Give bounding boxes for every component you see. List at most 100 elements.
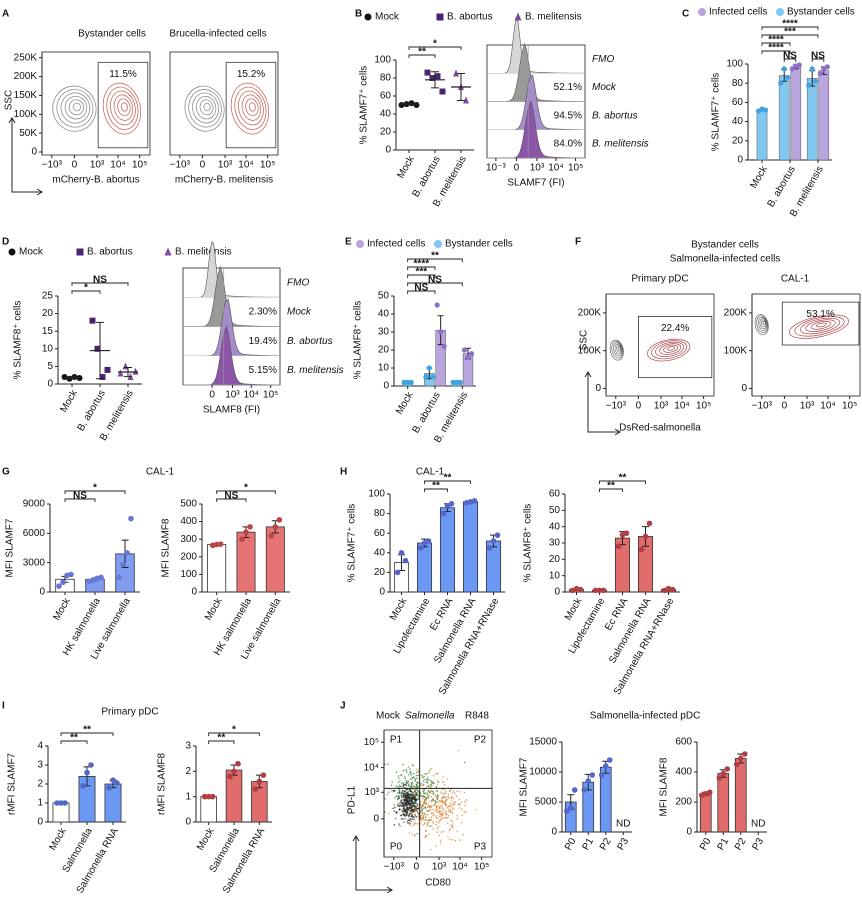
event-dot [429, 808, 432, 811]
y-tick-label: 50 [378, 291, 390, 302]
event-dot [409, 807, 412, 809]
arrow-head [584, 371, 621, 436]
y-axis-label: rMFI SLAMF7 [7, 752, 18, 815]
event-dot [412, 816, 414, 818]
event-dot [402, 807, 405, 809]
data-point [227, 773, 233, 780]
contour [609, 339, 624, 361]
data-point [623, 530, 630, 536]
event-dot [425, 773, 428, 775]
event-dot [414, 806, 416, 808]
y-tick-label: 60 [732, 97, 744, 108]
bar [717, 773, 730, 833]
event-dot [412, 802, 415, 805]
panel-letter: E [345, 237, 352, 248]
y-tick-label: 400 [180, 516, 197, 527]
event-dot [436, 810, 438, 812]
event-dot [397, 803, 400, 805]
y-tick-label: 400 [675, 767, 692, 778]
event-dot [424, 819, 426, 821]
data-point [471, 498, 478, 504]
event-dot [443, 801, 446, 803]
significance-label: **** [768, 43, 784, 54]
data-point [439, 88, 446, 95]
significance-bracket [60, 740, 88, 744]
event-dot [402, 781, 405, 784]
x-tick-label: 0 [782, 401, 788, 412]
event-dot [407, 819, 409, 821]
contour [199, 99, 214, 116]
event-dot [448, 808, 450, 811]
event-dot [430, 816, 433, 818]
event-dot [441, 799, 444, 802]
panel-title: CAL-1 [416, 467, 445, 478]
event-dot [443, 783, 446, 786]
y-axis-label: % SLAMF8⁺ cells [13, 301, 24, 380]
event-dot [404, 803, 406, 805]
x-tick-label: 10⁵ [263, 390, 278, 401]
event-dot [425, 830, 428, 832]
event-dot [429, 819, 431, 822]
panel-title: CAL-1 [146, 467, 175, 478]
event-dot [428, 810, 430, 812]
data-point [571, 787, 578, 793]
data-point [68, 571, 74, 578]
event-dot [442, 810, 444, 812]
contour [72, 102, 81, 112]
event-dot [414, 780, 417, 782]
event-dot [408, 774, 410, 776]
arrow-head [352, 835, 393, 894]
event-dot [436, 827, 439, 830]
event-dot [412, 773, 415, 775]
event-dot [402, 803, 404, 806]
data-point [425, 538, 432, 544]
event-dot [409, 805, 411, 808]
y-tick-label: 0 [741, 383, 747, 394]
data-point [789, 66, 795, 72]
event-dot [427, 781, 429, 784]
x-tick-label: 10⁵ [842, 401, 857, 412]
event-dot [442, 814, 444, 816]
event-dot [402, 795, 405, 797]
event-dot [456, 790, 459, 793]
data-point [585, 778, 592, 784]
event-dot [422, 784, 425, 786]
contour [68, 99, 84, 116]
event-dot [434, 801, 437, 803]
x-tick-label: P3 [750, 836, 766, 852]
data-point [457, 379, 463, 385]
event-dot [402, 784, 405, 786]
event-dot [448, 838, 451, 841]
y-tick-label: 5 [47, 361, 53, 372]
data-point [453, 69, 459, 77]
event-dot [401, 794, 403, 797]
data-point [600, 587, 607, 594]
data-point [602, 763, 609, 769]
data-point [98, 574, 104, 581]
x-tick-label: 10⁻³ [486, 163, 506, 174]
event-dot [424, 806, 427, 809]
event-dot [441, 812, 444, 814]
significance-label: *** [415, 267, 427, 278]
event-dot [393, 824, 396, 827]
event-dot [464, 800, 466, 803]
y-tick-label: 0 [385, 145, 391, 156]
event-dot [450, 797, 453, 800]
event-dot [415, 771, 418, 774]
data-point [394, 569, 401, 576]
event-dot [436, 783, 439, 785]
event-dot [395, 785, 397, 788]
event-dot [393, 810, 396, 812]
event-dot [411, 791, 413, 793]
x-tick-label: 10³ [800, 401, 815, 412]
data-point [423, 374, 429, 380]
event-dot [443, 802, 445, 805]
event-dot [423, 800, 426, 802]
data-point [94, 345, 101, 352]
event-dot [451, 807, 454, 809]
event-dot [430, 818, 433, 821]
event-dot [429, 806, 431, 808]
event-dot [445, 813, 447, 815]
event-dot [400, 785, 402, 788]
event-dot [398, 808, 401, 811]
